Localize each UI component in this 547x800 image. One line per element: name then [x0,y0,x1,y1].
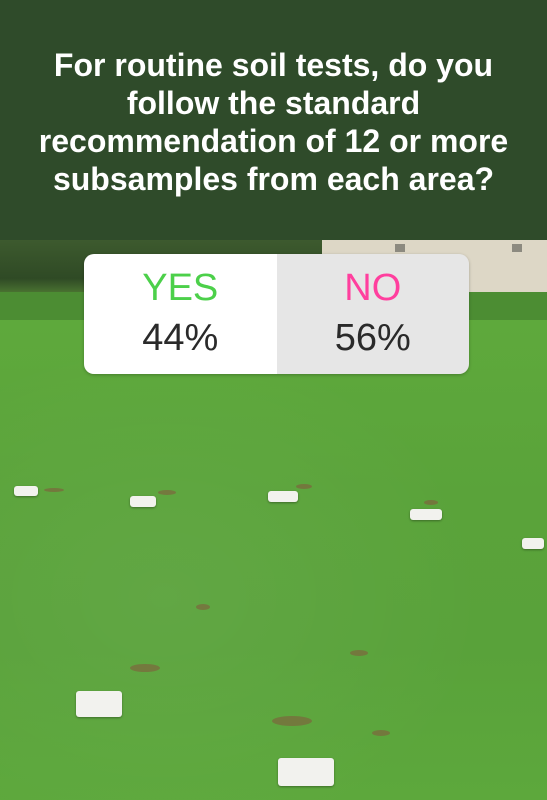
poll-option-label: NO [344,267,402,309]
poll-option-label: YES [142,267,219,309]
poll-option-percent: 44% [142,317,219,359]
soil-core [130,664,160,672]
poll-option-percent: 56% [334,317,411,359]
poll-sticker: YES 44% NO 56% [84,254,469,374]
sample-bag [130,496,156,507]
sample-bag [278,758,334,786]
soil-core [196,604,210,610]
sample-bag [522,538,544,549]
poll-question: For routine soil tests, do you follow th… [38,47,509,197]
soil-core [272,716,312,726]
soil-core [350,650,368,656]
soil-core [44,488,64,492]
building-window [395,244,405,252]
soil-core [296,484,312,489]
building-window [512,244,522,252]
sample-bag [14,486,38,496]
poll-option-yes[interactable]: YES 44% [84,254,277,374]
soil-core [372,730,390,736]
sample-bag [76,691,122,717]
soil-core [158,490,176,495]
poll-option-no[interactable]: NO 56% [276,254,469,374]
question-banner: For routine soil tests, do you follow th… [0,0,547,240]
sample-bag [268,491,298,502]
soil-core [424,500,438,505]
sample-bag [410,509,442,520]
